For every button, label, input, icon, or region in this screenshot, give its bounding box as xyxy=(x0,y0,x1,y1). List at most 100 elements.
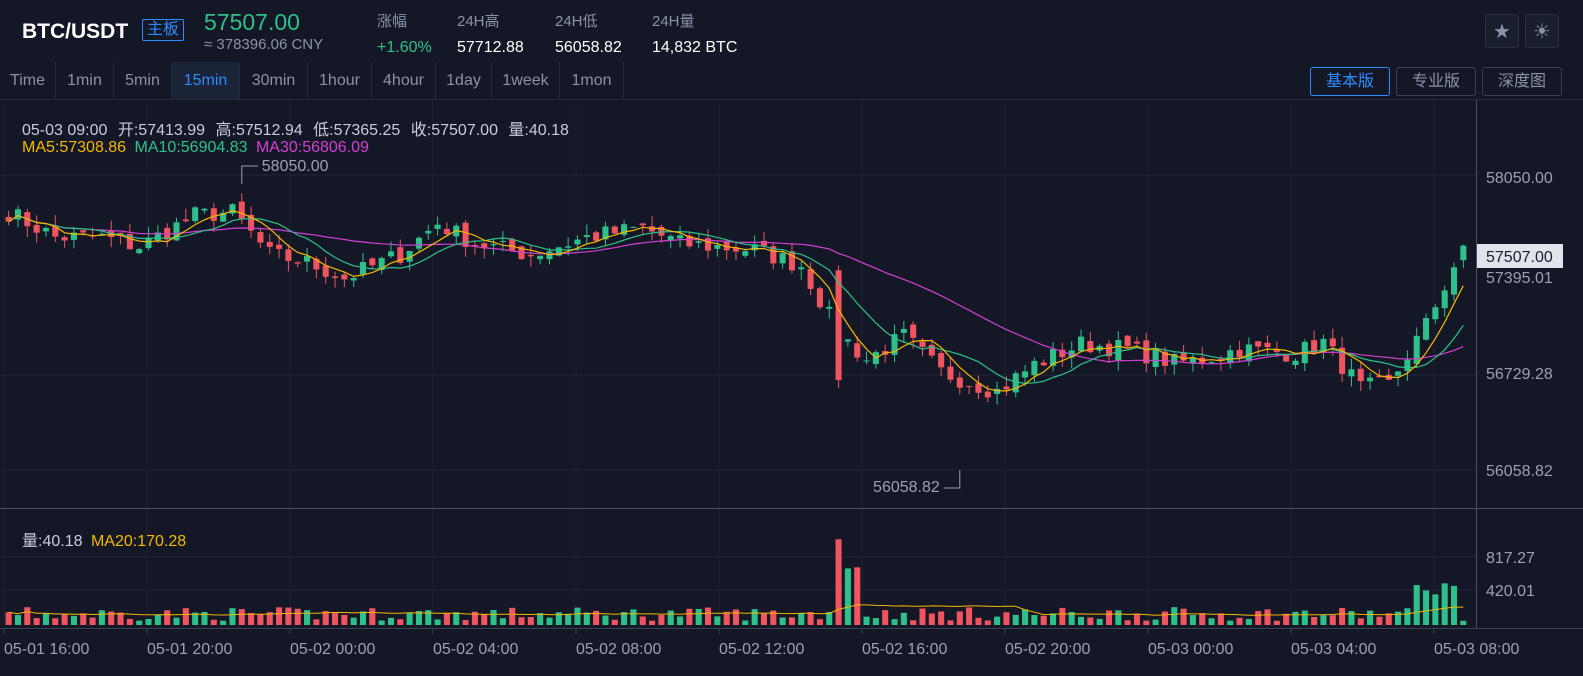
depth-chart-button[interactable]: 深度图 xyxy=(1482,67,1562,96)
volume-bar xyxy=(639,616,646,625)
theme-toggle-button[interactable]: ☀ xyxy=(1525,14,1559,48)
candle-body xyxy=(1245,344,1252,362)
candle-body xyxy=(779,253,786,264)
volume-bar xyxy=(182,608,189,625)
volume-bar xyxy=(704,607,712,625)
volume-bar xyxy=(98,610,105,625)
candle-body xyxy=(238,201,245,220)
volume-bar xyxy=(1003,612,1010,625)
volume-bar xyxy=(835,539,842,625)
volume-bar xyxy=(1376,616,1383,625)
price-axis-label: 56729.28 xyxy=(1486,366,1553,383)
candle-body xyxy=(1460,245,1467,261)
volume-bar xyxy=(378,620,385,625)
favorite-button[interactable]: ★ xyxy=(1485,14,1519,48)
volume-bar xyxy=(276,607,283,625)
volume-bar xyxy=(984,620,991,625)
low-annotation-pointer xyxy=(943,470,961,489)
volume-bar xyxy=(900,612,907,625)
last-price: 57507.00 xyxy=(204,9,300,35)
tab-4hour[interactable]: 4hour xyxy=(372,62,436,99)
volume-bar xyxy=(1245,619,1252,625)
tab-30min[interactable]: 30min xyxy=(240,62,308,99)
tab-1week[interactable]: 1week xyxy=(492,62,560,99)
volume-bar xyxy=(788,617,795,625)
candle-body xyxy=(593,232,600,241)
candle-body xyxy=(751,244,758,251)
ohlc-close: 收:57507.00 xyxy=(410,122,498,139)
volume-bar xyxy=(1404,608,1411,625)
candle-body xyxy=(1171,354,1178,365)
volume-bar xyxy=(266,612,273,625)
tab-15min[interactable]: 15min xyxy=(172,62,240,99)
volume-bar xyxy=(1423,590,1430,625)
volume-bar xyxy=(658,614,665,625)
volume-bar xyxy=(695,608,702,625)
volume-bar xyxy=(994,616,1001,625)
tab-5min[interactable]: 5min xyxy=(114,62,172,99)
candle-body xyxy=(863,360,870,362)
volume-bar xyxy=(220,620,227,625)
volume-bar xyxy=(760,613,768,625)
volume-value: 量:40.18 xyxy=(22,533,83,550)
time-axis-label: 05-02 08:00 xyxy=(576,641,662,658)
candle-body xyxy=(1264,342,1271,348)
volume-axis-label: 817.27 xyxy=(1486,550,1535,567)
timeframe-toolbar: Time 1min 5min 15min 30min 1hour 4hour 1… xyxy=(0,62,1583,100)
candle-body xyxy=(443,228,450,235)
volume-bar xyxy=(975,617,982,625)
volume-bar xyxy=(434,619,441,625)
stat-24h-low: 24H低 56058.82 xyxy=(555,13,622,56)
volume-bar xyxy=(1124,620,1131,625)
volume-bar xyxy=(621,612,628,625)
tab-time[interactable]: Time xyxy=(0,62,56,99)
candle-body xyxy=(313,258,320,270)
volume-bar xyxy=(1227,620,1234,625)
candle-body xyxy=(1087,341,1094,353)
current-price-label: 57507.00 xyxy=(1486,249,1553,266)
volume-bar xyxy=(574,607,581,625)
volume-bar xyxy=(1087,617,1094,625)
candle-body xyxy=(42,227,49,232)
volume-bar xyxy=(1385,613,1392,625)
volume-bar xyxy=(1115,610,1122,625)
tab-1hour[interactable]: 1hour xyxy=(308,62,372,99)
candle-body xyxy=(1432,307,1439,320)
candle-body xyxy=(509,239,516,251)
tab-1day[interactable]: 1day xyxy=(436,62,492,99)
volume-bar xyxy=(285,607,292,625)
volume-bar xyxy=(555,612,562,625)
candle-body xyxy=(723,241,730,251)
candle-body xyxy=(928,344,935,356)
volume-bar xyxy=(1273,620,1280,625)
volume-bar xyxy=(117,612,124,625)
candle-body xyxy=(490,244,497,246)
volume-bar xyxy=(33,618,40,625)
volume-bar xyxy=(1022,609,1029,625)
tab-1mon[interactable]: 1mon xyxy=(560,62,624,99)
candle-body xyxy=(1040,362,1047,366)
candle-body xyxy=(257,232,264,243)
cny-price: ≈ 378396.06 CNY xyxy=(204,36,324,53)
pro-view-button[interactable]: 专业版 xyxy=(1396,67,1476,96)
candle-body xyxy=(154,232,161,241)
tab-1min[interactable]: 1min xyxy=(56,62,114,99)
volume-bar xyxy=(415,611,422,625)
volume-bar xyxy=(304,610,311,625)
volume-bar xyxy=(583,612,590,625)
candle-body xyxy=(1311,340,1318,354)
candle-body xyxy=(434,224,441,229)
volume-bar xyxy=(192,612,199,625)
volume-bar xyxy=(1152,619,1159,625)
volume-bar xyxy=(826,612,833,625)
volume-bar xyxy=(89,617,96,625)
volume-bar xyxy=(42,613,49,625)
candle-body xyxy=(248,214,255,231)
volume-bar xyxy=(816,619,823,625)
candle-body xyxy=(481,243,488,249)
basic-view-button[interactable]: 基本版 xyxy=(1310,67,1390,96)
time-axis-label: 05-02 04:00 xyxy=(433,641,519,658)
high-annotation-pointer xyxy=(241,165,258,184)
volume-bar xyxy=(70,615,77,625)
